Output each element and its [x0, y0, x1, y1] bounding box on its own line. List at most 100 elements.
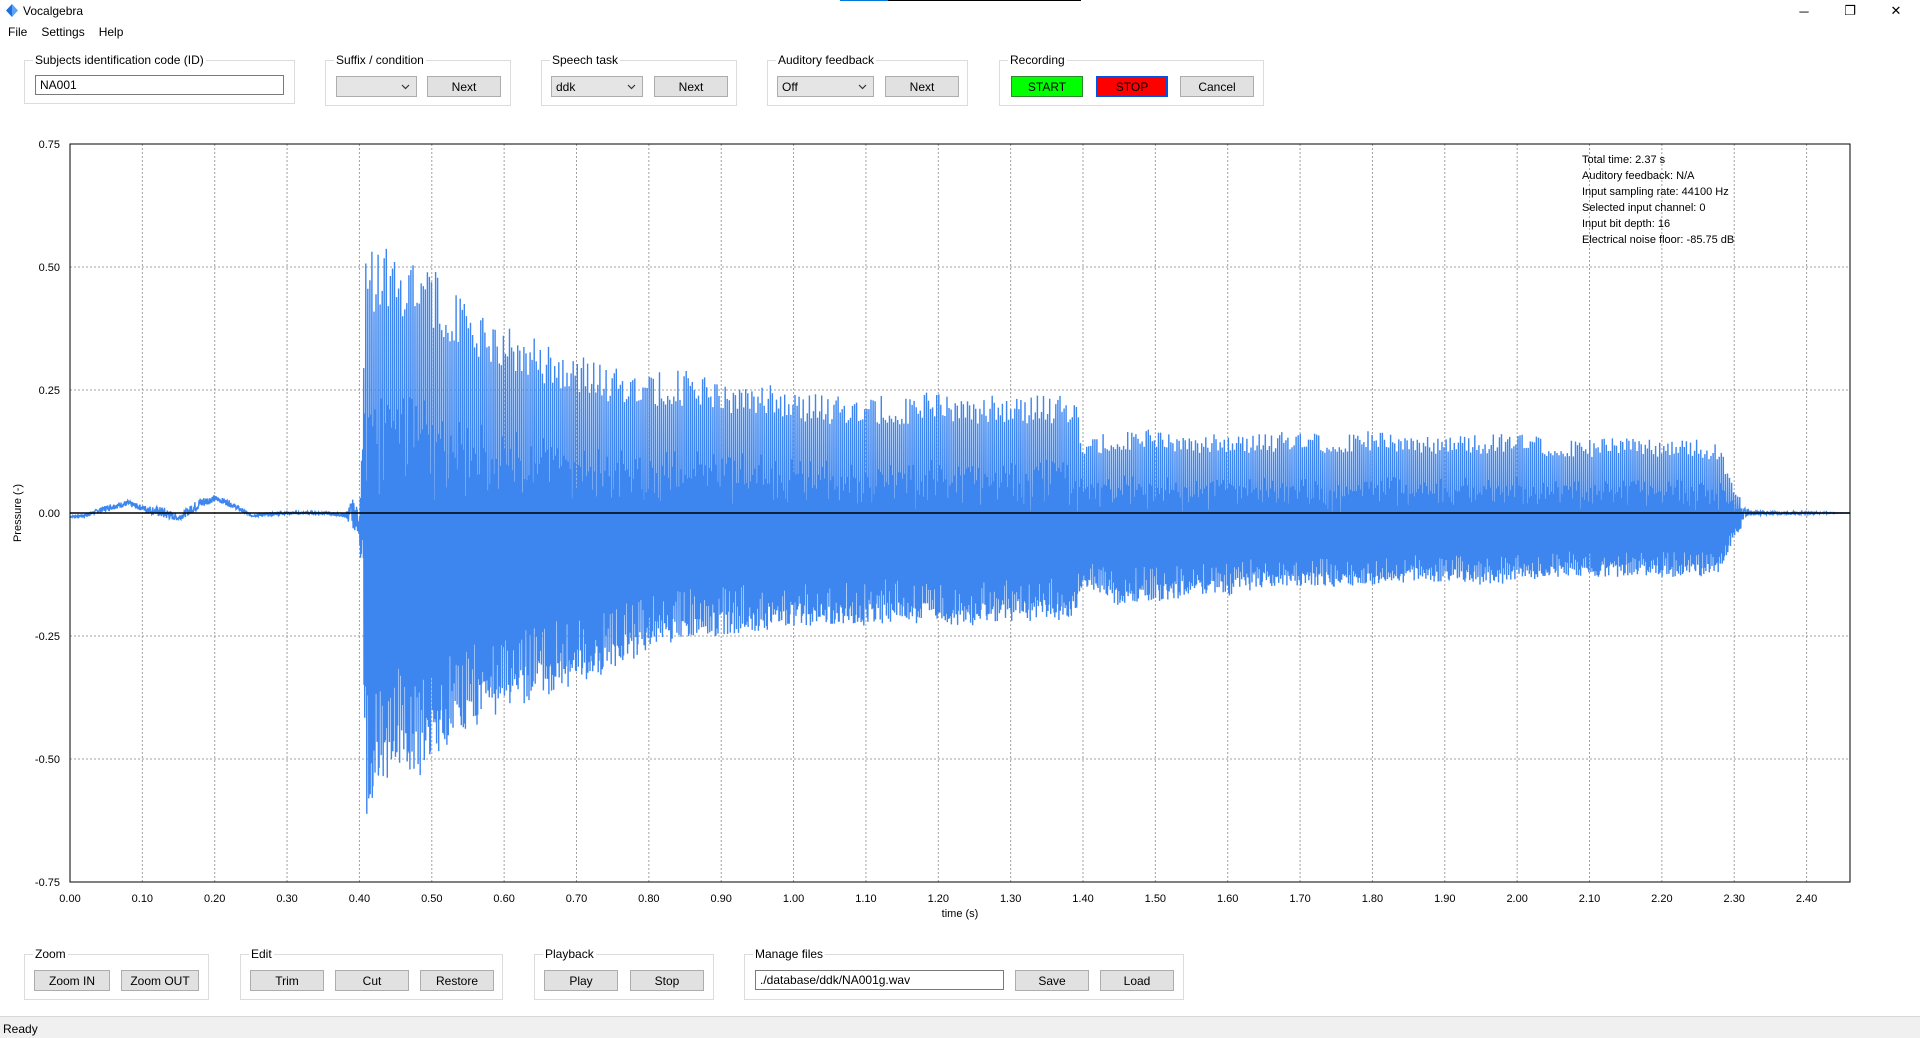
speech-task-group: Speech task ddk Next — [541, 53, 737, 106]
window-title: Vocalgebra — [23, 4, 84, 18]
menu-help[interactable]: Help — [98, 25, 124, 39]
manage-files-legend: Manage files — [753, 947, 826, 961]
load-button[interactable]: Load — [1100, 970, 1174, 991]
x-tick-label: 2.30 — [1724, 893, 1745, 905]
x-tick-label: 1.80 — [1362, 893, 1383, 905]
cancel-recording-button[interactable]: Cancel — [1180, 76, 1254, 97]
waveform-plot[interactable]: 0.00 0.10 0.20 0.30 0.40 0.50 0.60 0.70 0.80 0.90… — [0, 128, 1920, 928]
auditory-feedback-legend: Auditory feedback — [776, 53, 877, 67]
titlebar-accent — [888, 0, 1081, 1]
y-tick-label: 0.50 — [39, 262, 60, 274]
info-line: Total time: 2.37 s — [1582, 154, 1666, 166]
x-tick-label: 1.40 — [1072, 893, 1093, 905]
subject-id-group: Subjects identification code (ID) NA001 — [24, 53, 295, 104]
x-tick-label: 2.00 — [1506, 893, 1527, 905]
suffix-next-button[interactable]: Next — [427, 76, 501, 97]
speech-task-select[interactable]: ddk — [551, 76, 643, 97]
edit-legend: Edit — [249, 947, 274, 961]
x-tick-label: 1.10 — [855, 893, 876, 905]
edit-group: Edit Trim Cut Restore — [240, 947, 503, 1000]
x-tick-label: 0.00 — [59, 893, 80, 905]
zoom-in-button[interactable]: Zoom IN — [34, 970, 110, 991]
auditory-feedback-next-button[interactable]: Next — [885, 76, 959, 97]
info-line: Selected input channel: 0 — [1582, 202, 1706, 214]
y-tick-label: 0.75 — [39, 139, 60, 151]
status-bar: Ready — [0, 1016, 1920, 1038]
x-tick-label: 1.70 — [1289, 893, 1310, 905]
restore-button[interactable]: ❐ — [1844, 3, 1856, 18]
x-tick-label: 0.20 — [204, 893, 225, 905]
waveform-series — [69, 248, 1850, 814]
info-panel: Total time: 2.37 s Auditory feedback: N/A… — [1582, 154, 1734, 246]
x-tick-label: 1.20 — [928, 893, 949, 905]
y-axis-label: Pressure (-) — [12, 484, 24, 542]
chevron-down-icon — [858, 84, 867, 90]
title-bar: Vocalgebra ─ ❐ ✕ — [0, 0, 1920, 22]
cut-button[interactable]: Cut — [335, 970, 409, 991]
file-path-input[interactable]: ./database/ddk/NA001g.wav — [755, 970, 1004, 990]
x-tick-label: 0.10 — [132, 893, 153, 905]
chevron-down-icon — [627, 84, 636, 90]
y-tick-label: 0.00 — [39, 508, 60, 520]
menu-settings[interactable]: Settings — [41, 25, 85, 39]
stop-playback-button[interactable]: Stop — [630, 970, 704, 991]
menu-bar: File Settings Help — [0, 22, 1920, 42]
y-tick-labels: 0.75 0.50 0.25 0.00 -0.25 -0.50 -0.75 — [35, 139, 60, 889]
y-tick-label: -0.75 — [35, 877, 60, 889]
y-tick-label: 0.25 — [39, 385, 60, 397]
status-text: Ready — [3, 1022, 38, 1036]
x-tick-label: 0.50 — [421, 893, 442, 905]
zoom-legend: Zoom — [33, 947, 68, 961]
x-tick-label: 1.60 — [1217, 893, 1238, 905]
speech-task-next-button[interactable]: Next — [654, 76, 728, 97]
playback-group: Playback Play Stop — [534, 947, 714, 1000]
trim-button[interactable]: Trim — [250, 970, 324, 991]
plot-frame — [69, 143, 1851, 883]
x-tick-label: 1.00 — [783, 893, 804, 905]
titlebar-accent-active — [840, 0, 888, 1]
vocalgebra-logo-icon — [6, 4, 18, 17]
x-tick-label: 0.70 — [566, 893, 587, 905]
info-line: Input sampling rate: 44100 Hz — [1582, 186, 1729, 198]
auditory-feedback-group: Auditory feedback Off Next — [767, 53, 968, 106]
y-tick-label: -0.50 — [35, 754, 60, 766]
x-tick-label: 1.30 — [1000, 893, 1021, 905]
restore-button-edit[interactable]: Restore — [420, 970, 494, 991]
x-tick-label: 1.50 — [1145, 893, 1166, 905]
x-tick-label: 0.30 — [276, 893, 297, 905]
zoom-out-button[interactable]: Zoom OUT — [121, 970, 199, 991]
suffix-select[interactable] — [336, 76, 417, 97]
suffix-legend: Suffix / condition — [334, 53, 426, 67]
x-tick-label: 2.40 — [1796, 893, 1817, 905]
recording-group: Recording START STOP Cancel — [999, 53, 1264, 106]
x-axis-label: time (s) — [942, 908, 979, 920]
x-tick-label: 1.90 — [1434, 893, 1455, 905]
subject-id-input[interactable]: NA001 — [35, 75, 284, 95]
y-tick-label: -0.25 — [35, 631, 60, 643]
x-tick-labels: 0.00 0.10 0.20 0.30 0.40 0.50 0.60 0.70 0.80 0.90… — [59, 893, 1817, 905]
x-tick-label: 2.10 — [1579, 893, 1600, 905]
auditory-feedback-select-value: Off — [782, 79, 798, 94]
info-line: Input bit depth: 16 — [1582, 218, 1670, 230]
x-tick-label: 0.80 — [638, 893, 659, 905]
save-button[interactable]: Save — [1015, 970, 1089, 991]
playback-legend: Playback — [543, 947, 596, 961]
menu-file[interactable]: File — [8, 25, 28, 39]
stop-recording-button[interactable]: STOP — [1096, 76, 1168, 97]
manage-files-group: Manage files ./database/ddk/NA001g.wav S… — [744, 947, 1184, 1000]
x-tick-label: 0.40 — [349, 893, 370, 905]
speech-task-select-value: ddk — [556, 79, 576, 94]
chevron-down-icon — [401, 84, 410, 90]
recording-legend: Recording — [1008, 53, 1067, 67]
info-line: Auditory feedback: N/A — [1582, 170, 1695, 182]
subject-id-legend: Subjects identification code (ID) — [33, 53, 206, 67]
start-recording-button[interactable]: START — [1011, 76, 1083, 97]
close-button[interactable]: ✕ — [1890, 3, 1902, 18]
suffix-group: Suffix / condition Next — [325, 53, 511, 106]
x-tick-label: 2.20 — [1651, 893, 1672, 905]
waveform-line — [69, 248, 1850, 814]
play-button[interactable]: Play — [544, 970, 618, 991]
auditory-feedback-select[interactable]: Off — [777, 76, 874, 97]
x-tick-label: 0.90 — [711, 893, 732, 905]
minimize-button[interactable]: ─ — [1799, 3, 1809, 19]
